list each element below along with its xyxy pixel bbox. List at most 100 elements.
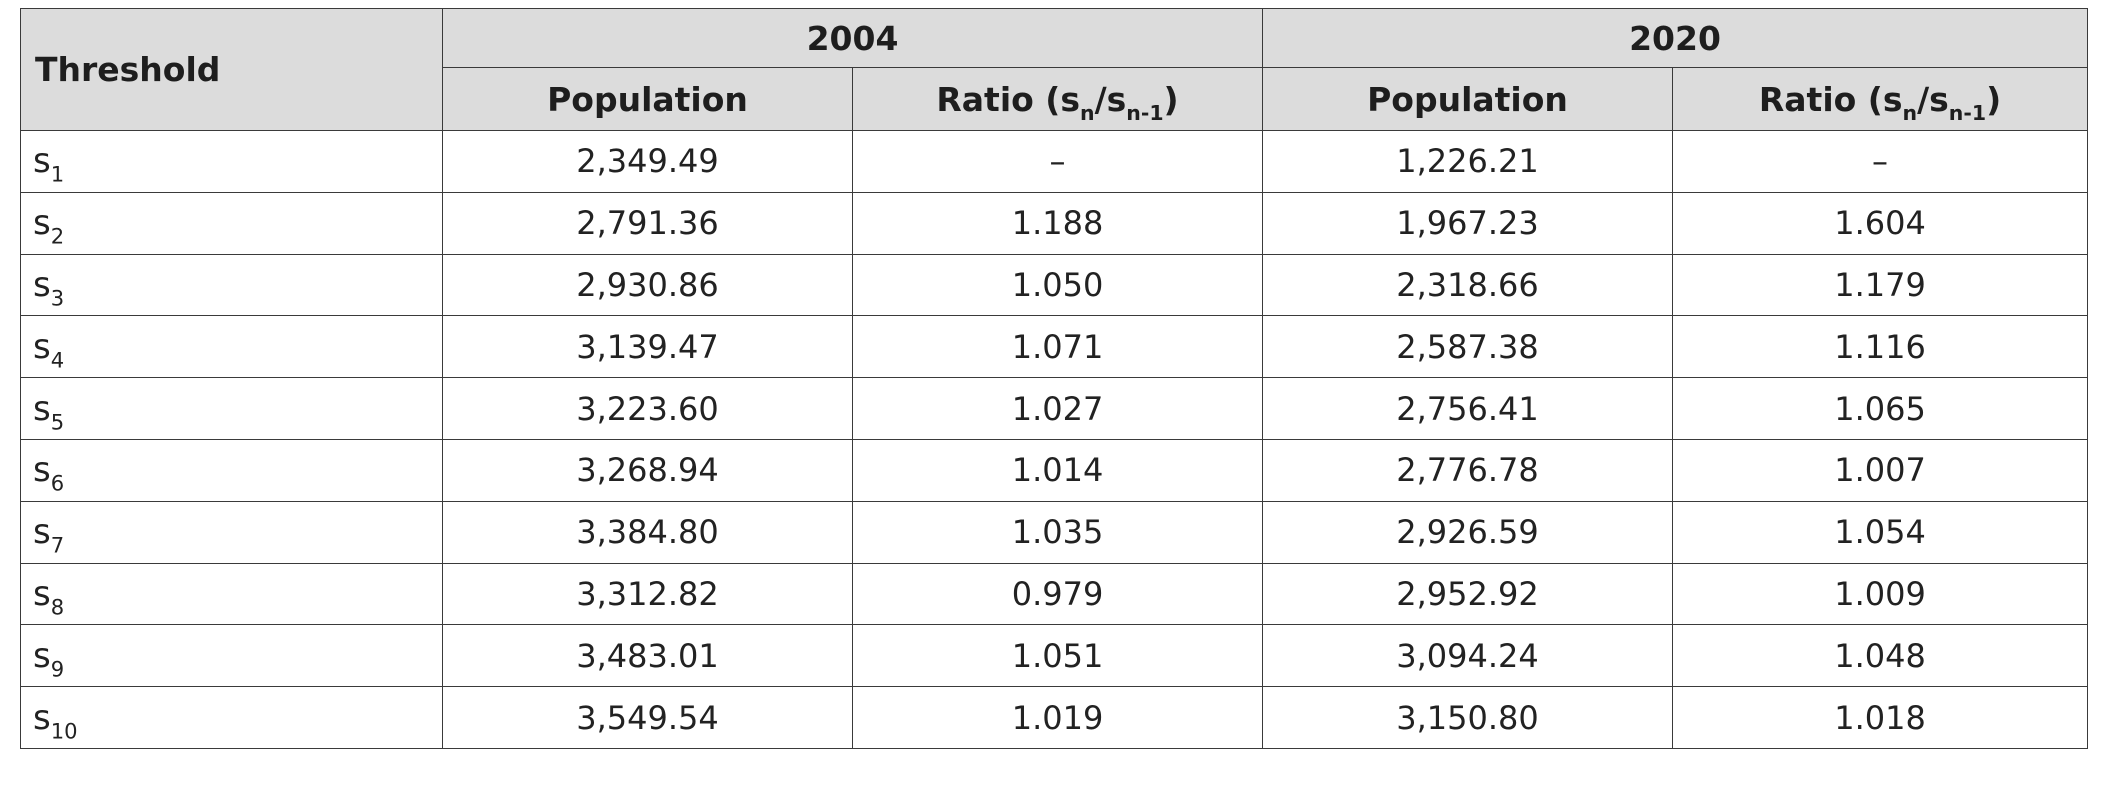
threshold-label: s8 — [20, 562, 443, 626]
threshold-index: 5 — [50, 409, 65, 435]
ratio-mid: /s — [1917, 79, 1949, 119]
table-row: s5 3,223.60 1.027 2,756.41 1.065 — [20, 377, 2089, 440]
table-row: s1 2,349.49 – 1,226.21 – — [20, 130, 2089, 193]
population-2004: 2,791.36 — [442, 191, 853, 255]
threshold-index: 8 — [50, 594, 65, 620]
threshold-index: 6 — [50, 470, 65, 496]
threshold-symbol: s — [33, 450, 51, 491]
ratio-2020: 1.179 — [1672, 253, 2089, 317]
header-threshold: Threshold — [20, 8, 443, 131]
population-2020: 2,756.41 — [1262, 377, 1674, 440]
population-2004: 3,268.94 — [442, 438, 853, 502]
threshold-label: s7 — [20, 500, 443, 564]
ratio-2020: 1.007 — [1672, 438, 2089, 502]
population-2020: 1,967.23 — [1262, 191, 1674, 255]
ratio-2020: – — [1672, 130, 2089, 193]
ratio-2020: 1.018 — [1672, 686, 2089, 749]
threshold-label: s3 — [20, 253, 443, 317]
threshold-symbol: s — [33, 697, 51, 738]
population-2004: 3,139.47 — [442, 315, 853, 379]
population-2020: 2,952.92 — [1262, 562, 1674, 626]
threshold-population-table: Threshold 2004 2020 Population Ratio (sn… — [20, 8, 2089, 749]
threshold-label: s2 — [20, 191, 443, 255]
table-row: s2 2,791.36 1.188 1,967.23 1.604 — [20, 191, 2089, 255]
population-2020: 3,150.80 — [1262, 686, 1674, 749]
population-2020: 2,926.59 — [1262, 500, 1674, 564]
threshold-index: 2 — [50, 223, 65, 249]
population-2004: 3,549.54 — [442, 686, 853, 749]
threshold-index: 10 — [50, 718, 78, 744]
threshold-index: 4 — [50, 347, 65, 373]
table-row: s8 3,312.82 0.979 2,952.92 1.009 — [20, 562, 2089, 626]
header-row-columns: Population Ratio (sn/sn-1) Population Ra… — [21, 67, 2089, 131]
threshold-label: s10 — [20, 686, 443, 749]
threshold-population-table-container: Threshold 2004 2020 Population Ratio (sn… — [20, 8, 2089, 749]
threshold-label: s5 — [20, 377, 443, 440]
ratio-2004: 1.188 — [851, 191, 1264, 255]
ratio-sub-n: n — [1902, 100, 1918, 125]
threshold-index: 3 — [50, 285, 65, 311]
population-2004: 2,349.49 — [442, 130, 853, 193]
population-2020: 2,776.78 — [1262, 438, 1674, 502]
ratio-2020: 1.065 — [1672, 377, 2089, 440]
ratio-mid: /s — [1094, 79, 1127, 119]
ratio-sub-n: n — [1080, 100, 1095, 125]
ratio-2020: 1.009 — [1672, 562, 2089, 626]
threshold-index: 7 — [50, 532, 65, 558]
population-2004: 3,384.80 — [442, 500, 853, 564]
ratio-2004: – — [851, 130, 1264, 193]
ratio-prefix: Ratio (s — [1758, 79, 1903, 119]
threshold-label: s9 — [20, 624, 443, 688]
threshold-symbol: s — [33, 388, 51, 429]
ratio-suffix: ) — [1986, 79, 2002, 119]
population-2004: 3,223.60 — [442, 377, 853, 440]
ratio-2020: 1.054 — [1672, 500, 2089, 564]
population-2020: 2,587.38 — [1262, 315, 1674, 379]
ratio-2004: 1.071 — [851, 315, 1264, 379]
table-body: s1 2,349.49 – 1,226.21 – s2 2,791.36 1.1… — [20, 130, 2089, 749]
ratio-2020: 1.048 — [1672, 624, 2089, 688]
table-row: s4 3,139.47 1.071 2,587.38 1.116 — [20, 315, 2089, 379]
ratio-2020: 1.604 — [1672, 191, 2089, 255]
ratio-prefix: Ratio (s — [936, 79, 1081, 119]
ratio-2004: 1.019 — [851, 686, 1264, 749]
table-row: s9 3,483.01 1.051 3,094.24 1.048 — [20, 624, 2089, 688]
population-2004: 3,312.82 — [442, 562, 853, 626]
population-2020: 2,318.66 — [1262, 253, 1674, 317]
table-row: s6 3,268.94 1.014 2,776.78 1.007 — [20, 438, 2089, 502]
threshold-symbol: s — [33, 635, 51, 676]
ratio-suffix: ) — [1163, 79, 1179, 119]
threshold-label: s4 — [20, 315, 443, 379]
threshold-label: s1 — [20, 130, 443, 193]
table-header: Threshold 2004 2020 Population Ratio (sn… — [20, 8, 2089, 131]
population-2004: 2,930.86 — [442, 253, 853, 317]
table-row: s7 3,384.80 1.035 2,926.59 1.054 — [20, 500, 2089, 564]
header-population-2004: Population — [442, 67, 853, 131]
ratio-2004: 0.979 — [851, 562, 1264, 626]
threshold-symbol: s — [33, 573, 51, 614]
threshold-symbol: s — [33, 141, 51, 182]
population-2020: 3,094.24 — [1262, 624, 1674, 688]
ratio-sub-n1: n-1 — [1126, 100, 1164, 125]
ratio-2004: 1.014 — [851, 438, 1264, 502]
ratio-2004: 1.051 — [851, 624, 1264, 688]
header-year-2020: 2020 — [1262, 8, 2089, 68]
ratio-sub-n1: n-1 — [1948, 100, 1987, 125]
header-ratio-2004: Ratio (sn/sn-1) — [851, 67, 1264, 131]
population-2004: 3,483.01 — [442, 624, 853, 688]
header-row-years: Threshold 2004 2020 — [20, 8, 2089, 131]
threshold-symbol: s — [33, 326, 51, 367]
header-year-2004: 2004 — [441, 8, 1264, 68]
table-row: s10 3,549.54 1.019 3,150.80 1.018 — [20, 686, 2089, 749]
table-row: s3 2,930.86 1.050 2,318.66 1.179 — [20, 253, 2089, 317]
ratio-2004: 1.050 — [851, 253, 1264, 317]
header-ratio-2020: Ratio (sn/sn-1) — [1672, 67, 2089, 131]
population-2020: 1,226.21 — [1262, 130, 1674, 193]
ratio-2020: 1.116 — [1672, 315, 2089, 379]
ratio-2004: 1.035 — [851, 500, 1264, 564]
header-population-2020: Population — [1262, 67, 1674, 131]
threshold-symbol: s — [33, 512, 51, 553]
threshold-index: 1 — [50, 161, 65, 187]
threshold-symbol: s — [33, 264, 51, 305]
threshold-label: s6 — [20, 438, 443, 502]
